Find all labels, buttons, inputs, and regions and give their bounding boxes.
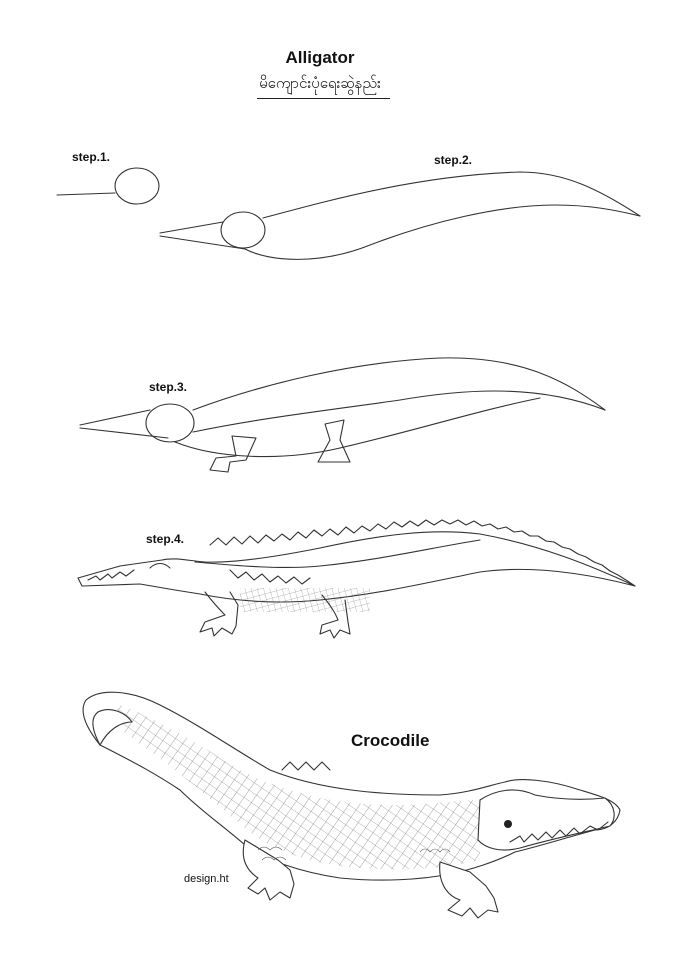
- step-2-snout-top: [159, 221, 224, 234]
- step-3-belly-line: [174, 397, 541, 458]
- step-1-snout-line: [56, 192, 116, 196]
- step-3-front-leg: [209, 435, 257, 473]
- crocodile-head: [477, 789, 615, 851]
- step-2-snout-bottom: [159, 235, 246, 250]
- step-3-back-leg: [317, 419, 351, 463]
- crocodile-label: Crocodile: [351, 731, 430, 750]
- credit-text: design.ht: [184, 873, 229, 885]
- crocodile-front-leg: [242, 839, 295, 901]
- step-4-side-spikes: [229, 569, 311, 585]
- step-3-snout-top: [79, 409, 151, 426]
- page-subtitle: မိကျောင်းပုံရေးဆွဲနည်း: [259, 74, 381, 92]
- crocodile-back-leg: [439, 861, 499, 919]
- step-4-label: step.4.: [146, 532, 185, 546]
- crocodile-drawing: [82, 691, 621, 919]
- title-underline: [257, 98, 390, 99]
- step-1-label: step.1.: [72, 150, 111, 164]
- step-1-sketch: [56, 167, 160, 205]
- step-4-back-ridge: [209, 519, 636, 587]
- step-2-label: step.2.: [434, 153, 473, 167]
- step-4-eye: [149, 562, 171, 569]
- step-3-back-line: [192, 357, 606, 411]
- step-4-side-stripe: [194, 539, 481, 569]
- page-title: Alligator: [285, 48, 355, 67]
- step-2-sketch: [159, 171, 641, 260]
- step-2-back-line: [262, 171, 641, 219]
- step-1-head-oval: [114, 167, 160, 205]
- step-2-belly-line: [244, 204, 641, 260]
- step-2-head-oval: [220, 211, 266, 249]
- step-3-mid-line: [192, 390, 606, 433]
- step-3-label: step.3.: [149, 380, 188, 394]
- crocodile-leg-scales: [257, 846, 451, 861]
- step-4-back-leg: [319, 594, 351, 639]
- crocodile-scale-texture: [110, 705, 480, 870]
- crocodile-tail-tip: [92, 709, 133, 746]
- step-4-front-leg: [199, 591, 239, 637]
- crocodile-back-ridge: [281, 761, 331, 771]
- step-4-belly-scales: [240, 588, 370, 612]
- crocodile-eye: [504, 820, 512, 828]
- step-3-sketch: [79, 357, 606, 473]
- crocodile-teeth: [509, 821, 609, 843]
- step-4-sketch: [77, 519, 636, 639]
- step-3-snout-bottom: [79, 427, 169, 439]
- step-3-head-oval: [145, 403, 195, 443]
- step-4-teeth: [87, 569, 135, 581]
